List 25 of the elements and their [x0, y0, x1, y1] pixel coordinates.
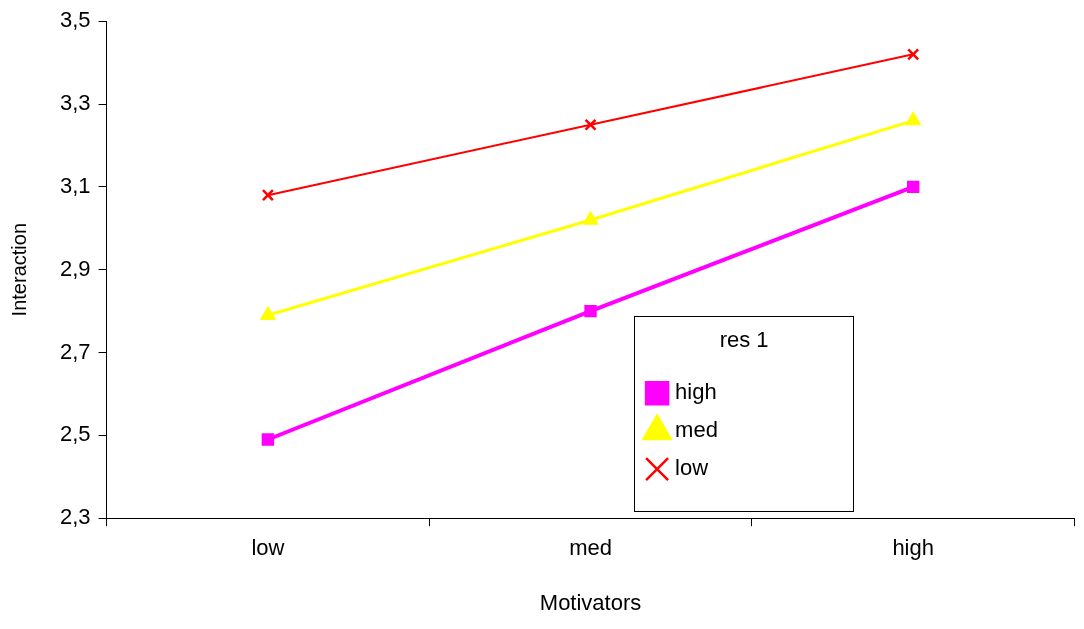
- legend-label: high: [675, 379, 717, 405]
- y-tick-label: 2,9: [59, 255, 91, 281]
- point: [260, 307, 276, 321]
- point: [906, 180, 920, 194]
- x-tick-label: high: [892, 535, 934, 561]
- y-axis-title: Interaction: [7, 223, 30, 317]
- point: [584, 118, 597, 131]
- point: [584, 304, 597, 318]
- y-tick-label: 3,1: [59, 172, 91, 198]
- point: [583, 211, 598, 225]
- x-tick-label: med: [569, 535, 612, 561]
- y-tick-label: 2,3: [59, 504, 91, 530]
- y-tick-label: 3,3: [59, 90, 91, 116]
- point: [905, 112, 921, 126]
- legend-label: low: [675, 455, 709, 481]
- point: [906, 48, 920, 61]
- x-tick-label: low: [251, 535, 285, 561]
- point: [261, 433, 275, 446]
- y-tick-label: 3,5: [59, 7, 91, 33]
- legend-label: med: [675, 417, 718, 443]
- y-tick-label: 2,7: [59, 338, 91, 364]
- point: [261, 188, 275, 202]
- y-tick-label: 2,5: [59, 421, 91, 447]
- x-axis-title: Motivators: [539, 589, 642, 615]
- legend-title: res 1: [719, 326, 769, 352]
